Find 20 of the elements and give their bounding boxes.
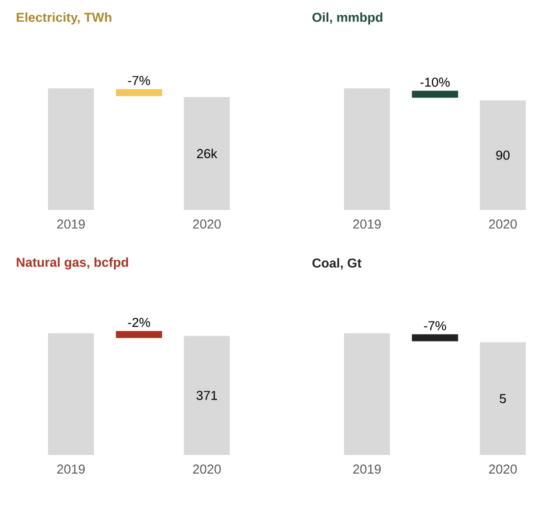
data-label: 90: [496, 150, 510, 160]
x-tick-label: 2020: [193, 220, 221, 229]
x-tick-label: 2019: [353, 220, 381, 229]
chart-title: Coal, Gt: [312, 258, 362, 270]
chart-title: Natural gas, bcfpd: [16, 257, 128, 270]
x-tick-label: 2019: [353, 464, 381, 474]
text: -7%: [424, 321, 446, 330]
data-label: 5: [500, 394, 506, 404]
text: -7%: [128, 76, 150, 86]
data-label: 371: [196, 390, 218, 400]
chart-title: Oil, mmbpd: [312, 12, 382, 24]
text: -10%: [420, 78, 450, 87]
x-tick-label: 2020: [489, 464, 517, 474]
text: -2%: [128, 318, 150, 327]
x-tick-label: 2019: [57, 220, 85, 229]
x-tick-label: 2019: [57, 464, 85, 474]
chart-title: Electricity, TWh: [16, 12, 112, 24]
data-label: 26k: [197, 148, 218, 158]
x-tick-label: 2020: [489, 220, 517, 229]
x-tick-label: 2020: [193, 464, 221, 474]
